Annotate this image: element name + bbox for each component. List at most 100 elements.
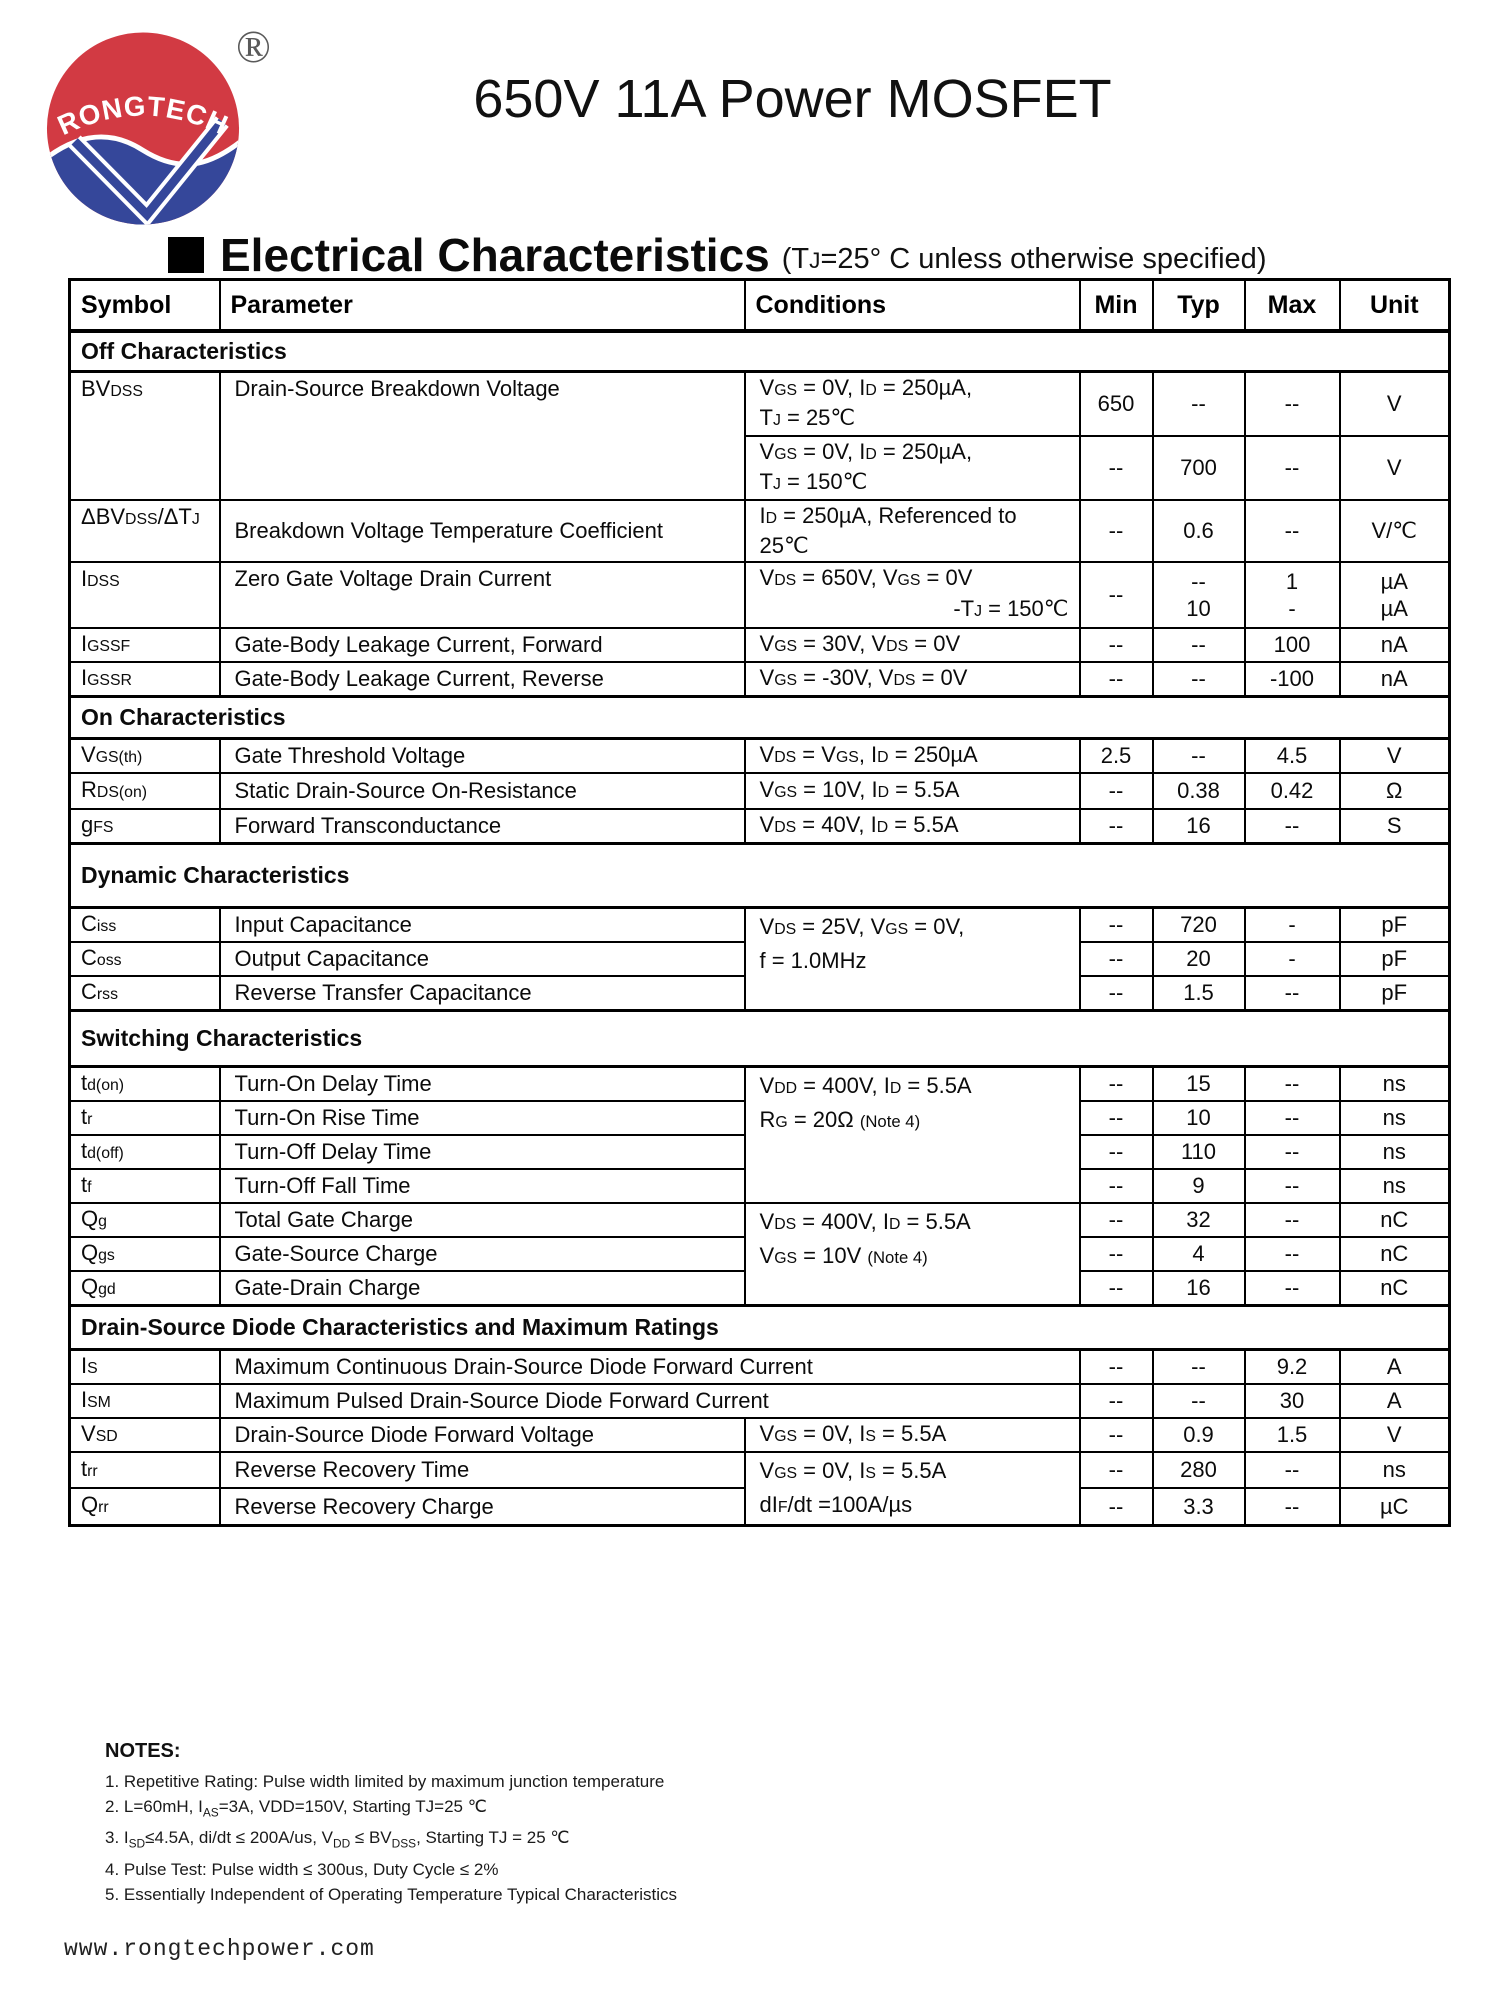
cell-par: Turn-Off Fall Time — [218, 1167, 746, 1204]
rongtech-logo: RONGTECH ® — [44, 21, 344, 237]
column-header: Min — [1078, 278, 1154, 333]
cell-cond: VDS = 40V, ID = 5.5A — [743, 807, 1081, 844]
cell-num: -- — [1078, 807, 1154, 844]
cell-num: - — [1243, 906, 1341, 943]
table-row: IGSSR Gate-Body Leakage Current, Reverse V… — [68, 660, 1451, 697]
cell-num: -- — [1078, 1201, 1154, 1238]
cell-num: -- — [1243, 498, 1341, 563]
cell-sym: tr — [68, 1099, 221, 1136]
cell-num: -- — [1078, 1348, 1154, 1385]
section-row: Dynamic Characteristics — [68, 841, 1451, 909]
cell-num: -- — [1078, 498, 1154, 563]
cell-par: Breakdown Voltage Temperature Coefficien… — [218, 498, 746, 563]
cell-num: -- — [1078, 1486, 1154, 1527]
section-title: Off Characteristics — [68, 329, 1451, 373]
table-row: IDSS Zero Gate Voltage Drain Current VDS =… — [68, 560, 1451, 629]
cell-sym: Qgs — [68, 1235, 221, 1272]
cell-cond: VGS = 0V, IS = 5.5A dIF/dt =100A/µs — [743, 1450, 1081, 1526]
cell-num: -- — [1078, 1133, 1154, 1170]
cell-num: 2.5 — [1078, 737, 1154, 774]
table-row: ΔBVDSS/ΔTJ Breakdown Voltage Temperature … — [68, 498, 1451, 563]
section-title: Drain-Source Diode Characteristics and M… — [68, 1303, 1451, 1351]
cell-unit: ns — [1338, 1450, 1451, 1489]
notes-list: 1. Repetitive Rating: Pulse width limite… — [105, 1769, 677, 1907]
cell-unit: V/℃ — [1338, 498, 1451, 563]
table-row: trr Reverse Recovery Time VGS = 0V, IS = 5… — [68, 1450, 1451, 1526]
cell-num: -- — [1078, 1099, 1154, 1136]
cell-sym: ISM — [68, 1382, 221, 1419]
cell-num: -- — [1078, 1167, 1154, 1204]
table-row: ISM Maximum Pulsed Drain-Source Diode For… — [68, 1382, 1451, 1419]
cell-unit: V — [1338, 370, 1451, 437]
cell-num: 0.42 — [1243, 771, 1341, 810]
table-row: IS Maximum Continuous Drain-Source Diode … — [68, 1348, 1451, 1385]
cell-num: - — [1243, 940, 1341, 977]
cell-cond: VDD = 400V, ID = 5.5A RG = 20Ω (Note 4) — [743, 1065, 1081, 1204]
cell-num: -- — [1243, 370, 1341, 437]
cell-par: Reverse Recovery Time — [218, 1450, 746, 1489]
cell-cond: VDS = 25V, VGS = 0V, f = 1.0MHz — [743, 906, 1081, 1011]
cell-num: 1- — [1243, 560, 1341, 629]
cell-cond: VGS = -30V, VDS = 0V — [743, 660, 1081, 697]
note-item: 4. Pulse Test: Pulse width ≤ 300us, Duty… — [105, 1859, 499, 1879]
cell-unit: nC — [1338, 1235, 1451, 1272]
cell-num: 1.5 — [1151, 974, 1246, 1011]
column-header: Symbol — [68, 278, 221, 333]
cell-sym: Qgd — [68, 1269, 221, 1306]
page-title: 650V 11A Power MOSFET — [473, 69, 1112, 129]
cell-num: -- — [1078, 626, 1154, 663]
cell-num: -- — [1243, 1486, 1341, 1527]
table-header-row: Symbol Parameter Conditions Min Typ Max Unit — [68, 278, 1451, 333]
cell-sym: IDSS — [68, 560, 221, 629]
cell-sym: VGS(th) — [68, 737, 221, 774]
cell-par: Total Gate Charge — [218, 1201, 746, 1238]
table-row: tr Turn-On Rise Time -- 10 -- ns — [68, 1099, 1451, 1136]
cell-num: -- — [1078, 1065, 1154, 1102]
table-row: VGS(th) Gate Threshold Voltage VDS = VGS, … — [68, 737, 1451, 774]
section-heading-title: Electrical Characteristics — [220, 229, 770, 281]
table-container: Symbol Parameter Conditions Min Typ Max Unit O… — [68, 278, 1451, 1527]
column-header: Unit — [1338, 278, 1451, 333]
rongtech-logo-icon: RONGTECH — [46, 32, 240, 225]
cell-num: 700 — [1151, 434, 1246, 501]
table-row: Qgs Gate-Source Charge -- 4 -- nC — [68, 1235, 1451, 1272]
cell-sym: gFS — [68, 807, 221, 844]
cell-num: -- — [1078, 974, 1154, 1011]
cell-num: 280 — [1151, 1450, 1246, 1489]
section-heading: Electrical Characteristics (TJ=25° C unl… — [168, 228, 1266, 282]
cell-num: 32 — [1151, 1201, 1246, 1238]
cell-num: -- — [1078, 434, 1154, 501]
cell-num: 4.5 — [1243, 737, 1341, 774]
cell-unit: nA — [1338, 660, 1451, 697]
cell-num: -100 — [1243, 660, 1341, 697]
cell-par: Zero Gate Voltage Drain Current — [218, 560, 746, 629]
cell-par: Maximum Continuous Drain-Source Diode Fo… — [218, 1348, 1081, 1385]
cell-unit: V — [1338, 1416, 1451, 1453]
cell-sym: td(on) — [68, 1065, 221, 1102]
cell-num: -- — [1151, 660, 1246, 697]
cell-unit: S — [1338, 807, 1451, 844]
cell-num: 4 — [1151, 1235, 1246, 1272]
cell-unit: nC — [1338, 1201, 1451, 1238]
note-item: 2. L=60mH, IAS=3A, VDD=150V, Starting TJ… — [105, 1797, 487, 1820]
cell-cond: VGS = 10V, ID = 5.5A — [743, 771, 1081, 810]
cell-sym: IGSSF — [68, 626, 221, 663]
cell-unit: V — [1338, 434, 1451, 501]
cell-num: -- — [1151, 1382, 1246, 1419]
cell-sym: Ciss — [68, 906, 221, 943]
cell-num: -- — [1078, 1382, 1154, 1419]
cell-unit: A — [1338, 1382, 1451, 1419]
table-row: td(on) Turn-On Delay Time VDD = 400V, ID =… — [68, 1065, 1451, 1204]
cell-num: 0.38 — [1151, 771, 1246, 810]
cell-par: Output Capacitance — [218, 940, 746, 977]
note-item: 3. ISD≤4.5A, di/dt ≤ 200A/us, VDD ≤ BVDS… — [105, 1828, 570, 1851]
note-item: 1. Repetitive Rating: Pulse width limite… — [105, 1772, 665, 1791]
section-title: On Characteristics — [68, 694, 1451, 740]
note-item: 5. Essentially Independent of Operating … — [105, 1884, 678, 1904]
cell-unit: µC — [1338, 1486, 1451, 1527]
cell-unit: pF — [1338, 974, 1451, 1011]
cell-num: 9 — [1151, 1167, 1246, 1204]
cell-unit: A — [1338, 1348, 1451, 1385]
cell-sym: VSD — [68, 1416, 221, 1453]
column-header: Parameter — [218, 278, 746, 333]
